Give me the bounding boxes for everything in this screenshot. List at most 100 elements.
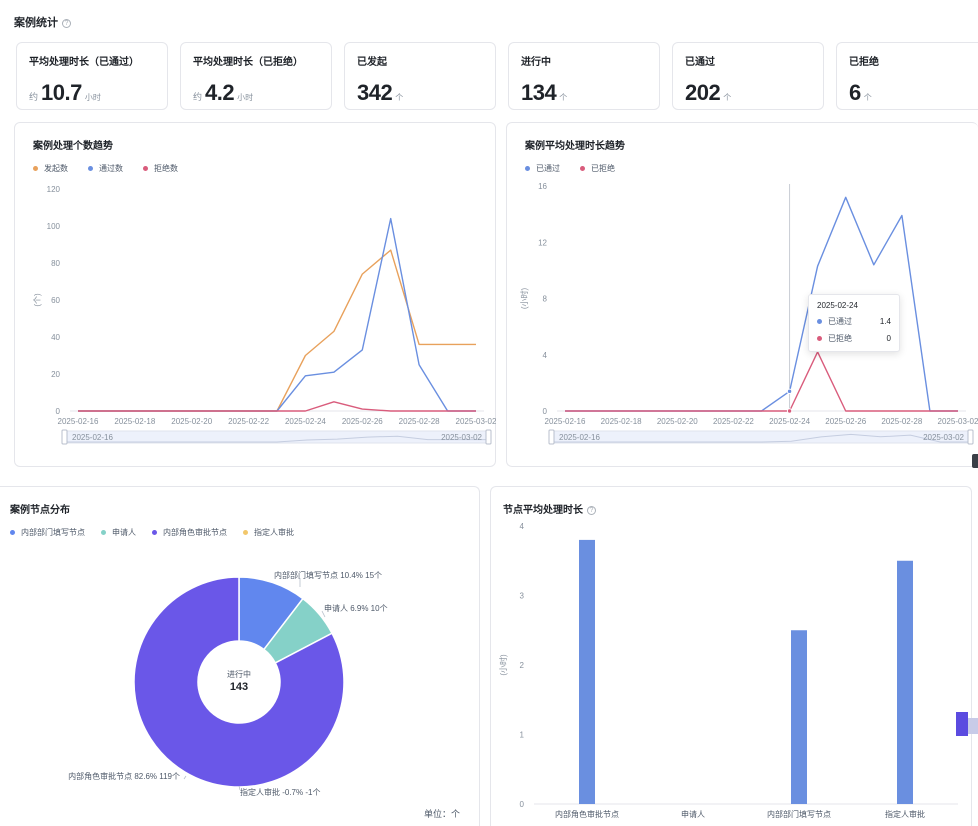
kpi-label: 平均处理时长（已通过） xyxy=(29,57,139,68)
legend-item-rejected[interactable]: 拒绝数 xyxy=(143,163,178,174)
pie-slice xyxy=(133,576,345,788)
y-tick-label: 0 xyxy=(56,407,61,416)
bar xyxy=(897,560,913,804)
legend-dot xyxy=(101,530,106,535)
help-icon[interactable]: ? xyxy=(587,506,596,515)
pie-slice-label: 内部部门填写节点 10.4% 15个 xyxy=(274,570,382,580)
legend-item-applicant[interactable]: 申请人 xyxy=(101,527,136,538)
hover-point xyxy=(786,388,793,395)
pie-leader-line xyxy=(321,610,326,618)
pie-center-value: 143 xyxy=(230,681,248,693)
legend-label: 已拒绝 xyxy=(591,164,615,173)
x-tick-label: 2025-02-22 xyxy=(713,417,754,426)
section-title-text: 案例统计 xyxy=(14,17,58,29)
side-float-button[interactable] xyxy=(956,712,968,736)
x-tick-label: 内部部门填写节点 xyxy=(767,809,831,819)
chart-title: 节点平均处理时长 xyxy=(503,505,583,516)
pie-slice-label: 申请人 6.9% 10个 xyxy=(324,603,388,613)
count-trend-card: 案例处理个数趋势 发起数 通过数 拒绝数 xyxy=(14,122,496,467)
legend-item-designated-approval[interactable]: 指定人审批 xyxy=(243,527,294,538)
kpi-prefix: 约 xyxy=(193,92,203,102)
hover-point xyxy=(786,408,793,414)
legend-item-rejected[interactable]: 已拒绝 xyxy=(580,163,615,174)
x-tick-label: 2025-03-02 xyxy=(938,417,978,426)
kpi-card-avg-rejected: 平均处理时长（已拒绝） 约 4.2 小时 xyxy=(180,42,332,110)
x-tick-label: 指定人审批 xyxy=(885,809,925,819)
x-tick-label: 申请人 xyxy=(681,809,705,819)
kpi-value: 342 xyxy=(357,80,393,105)
legend-dot xyxy=(243,530,248,535)
kpi-label: 已发起 xyxy=(357,57,387,68)
zoom-end-label: 2025-03-02 xyxy=(923,433,964,442)
side-collapse-handle[interactable] xyxy=(972,454,978,468)
tooltip-name: 已拒绝 xyxy=(828,334,852,343)
pie-slice-label: 内部角色审批节点 82.6% 119个 xyxy=(68,771,180,781)
legend-label: 通过数 xyxy=(99,164,123,173)
y-tick-label: 1 xyxy=(520,731,525,740)
y-tick-label: 120 xyxy=(47,185,61,194)
zoom-start-label: 2025-02-16 xyxy=(559,433,600,442)
x-tick-label: 2025-02-20 xyxy=(657,417,698,426)
y-tick-label: 16 xyxy=(538,182,547,191)
legend-label: 发起数 xyxy=(44,164,68,173)
y-axis-label: (小时) xyxy=(498,654,508,676)
y-tick-label: 4 xyxy=(520,522,525,531)
kpi-card-approved: 已通过 202 个 xyxy=(672,42,824,110)
legend-label: 已通过 xyxy=(536,164,560,173)
tooltip-row: 已通过 1.4 xyxy=(817,316,891,327)
legend-item-approved[interactable]: 通过数 xyxy=(88,163,123,174)
x-tick-label: 2025-02-18 xyxy=(601,417,642,426)
x-tick-label: 内部角色审批节点 xyxy=(555,809,619,819)
series-line xyxy=(78,401,476,412)
legend-item-role-approval[interactable]: 内部角色审批节点 xyxy=(152,527,227,538)
kpi-unit: 个 xyxy=(723,93,732,102)
kpi-prefix: 约 xyxy=(29,92,39,102)
kpi-unit: 个 xyxy=(863,93,872,102)
bar xyxy=(579,539,595,804)
legend-item-dept-fill[interactable]: 内部部门填写节点 xyxy=(10,527,85,538)
legend-dot xyxy=(525,166,530,171)
help-icon[interactable]: ? xyxy=(62,19,71,28)
x-tick-label: 2025-02-26 xyxy=(825,417,866,426)
x-tick-label: 2025-02-24 xyxy=(769,417,810,426)
legend-dot xyxy=(88,166,93,171)
y-axis-label: (个) xyxy=(33,293,42,307)
chart-legend: 内部部门填写节点 申请人 内部角色审批节点 指定人审批 xyxy=(10,527,294,538)
tooltip-dot xyxy=(817,319,822,324)
y-axis-label: (小时) xyxy=(519,288,529,310)
kpi-unit: 小时 xyxy=(237,93,254,102)
kpi-value: 202 xyxy=(685,80,721,105)
bar xyxy=(791,630,807,804)
chart-title: 案例平均处理时长趋势 xyxy=(525,141,625,152)
y-tick-label: 8 xyxy=(543,295,548,304)
y-tick-label: 2 xyxy=(520,661,525,670)
legend-item-initiated[interactable]: 发起数 xyxy=(33,163,68,174)
series-line xyxy=(78,217,476,412)
legend-dot xyxy=(152,530,157,535)
zoom-preview-line xyxy=(553,433,970,443)
y-tick-label: 40 xyxy=(51,333,60,342)
zoom-slider-track xyxy=(552,430,971,444)
legend-item-approved[interactable]: 已通过 xyxy=(525,163,560,174)
kpi-label: 已通过 xyxy=(685,57,715,68)
chart-legend: 发起数 通过数 拒绝数 xyxy=(33,163,178,174)
y-tick-label: 0 xyxy=(543,407,548,416)
y-tick-label: 4 xyxy=(543,351,548,360)
zoom-handle-right xyxy=(485,429,492,445)
pie-slice-label: 指定人审批 -0.7% -1个 xyxy=(240,787,320,797)
kpi-value: 10.7 xyxy=(41,80,82,105)
tooltip-value: 1.4 xyxy=(879,317,891,326)
zoom-slider-track xyxy=(65,430,489,444)
legend-dot xyxy=(33,166,38,171)
kpi-unit: 个 xyxy=(559,93,568,102)
x-tick-label: 2025-02-18 xyxy=(114,417,155,426)
side-float-button-edge[interactable] xyxy=(968,718,978,734)
tooltip-name: 已通过 xyxy=(828,317,852,326)
chart-title: 案例节点分布 xyxy=(10,505,70,516)
y-tick-label: 20 xyxy=(51,370,60,379)
